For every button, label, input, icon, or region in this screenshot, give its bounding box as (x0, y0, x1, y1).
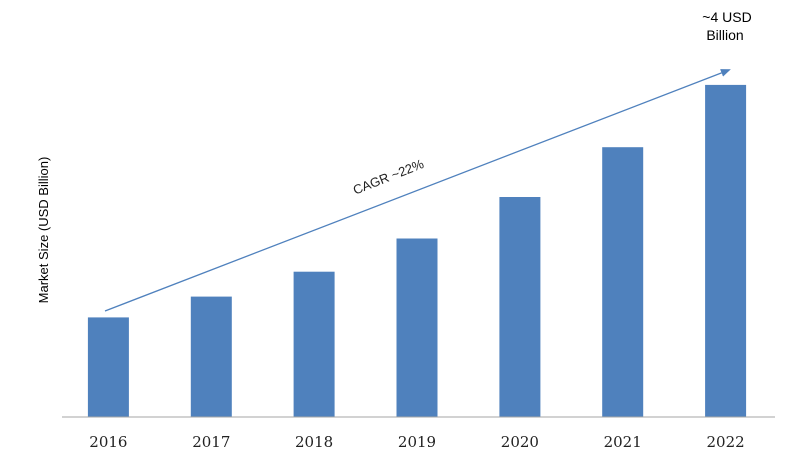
callout-label-line2: Billion (706, 27, 743, 43)
x-tick-2019: 2019 (398, 433, 436, 451)
bar-2018 (293, 271, 335, 417)
bar-2017 (190, 296, 232, 417)
bar-2021 (602, 147, 644, 417)
x-tick-2016: 2016 (89, 433, 127, 451)
bar-2016 (87, 317, 129, 417)
x-tick-2017: 2017 (192, 433, 230, 451)
x-tick-labels: 2016 2017 2018 2019 2020 2021 2022 (89, 433, 744, 451)
callout-label-line1: ~4 USD (702, 9, 751, 25)
bars-group (87, 84, 747, 418)
bar-2020 (499, 197, 541, 417)
x-tick-2021: 2021 (604, 433, 642, 451)
x-tick-2018: 2018 (295, 433, 333, 451)
x-tick-2022: 2022 (707, 433, 745, 451)
x-tick-2020: 2020 (501, 433, 539, 451)
y-axis-label: Market Size (USD Billion) (36, 157, 51, 304)
cagr-trend-arrow (104, 69, 731, 312)
bar-2019 (396, 238, 438, 417)
bar-2022 (705, 84, 747, 418)
